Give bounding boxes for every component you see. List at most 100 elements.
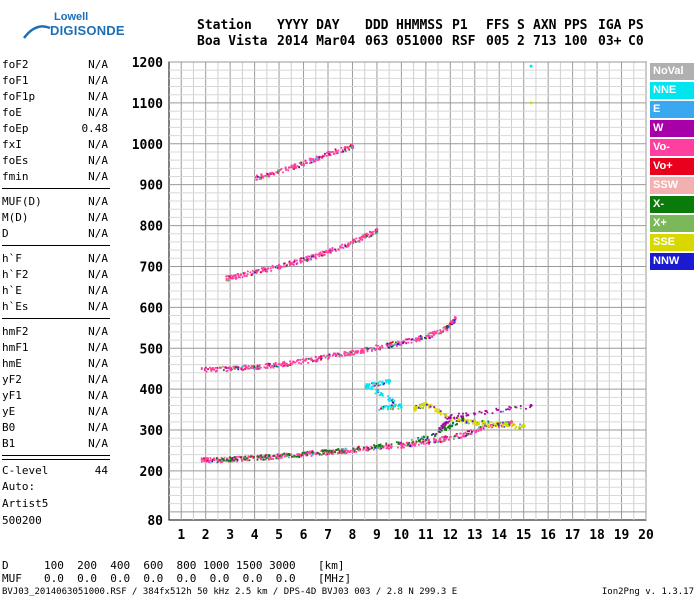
echo-point xyxy=(505,425,507,428)
echo-point xyxy=(446,421,448,424)
x-tick-label: 6 xyxy=(300,528,308,543)
echo-point xyxy=(332,153,335,155)
header-label: PPS xyxy=(564,18,588,33)
echo-point xyxy=(365,448,368,451)
echo-point xyxy=(272,366,275,369)
echo-point xyxy=(320,355,322,358)
echo-point xyxy=(439,410,442,413)
echo-point xyxy=(519,407,522,410)
echo-point xyxy=(366,347,369,350)
param-value: N/A xyxy=(88,357,108,370)
echo-point xyxy=(467,422,470,425)
echo-point xyxy=(243,367,246,370)
echo-point xyxy=(399,404,402,406)
echo-point xyxy=(467,414,470,417)
echo-point xyxy=(221,458,224,461)
echo-point xyxy=(288,260,291,263)
echo-point xyxy=(328,453,331,455)
echo-point xyxy=(489,423,492,426)
echo-point xyxy=(397,441,400,444)
echo-point xyxy=(342,150,345,153)
echo-point xyxy=(240,457,243,460)
echo-point xyxy=(275,456,278,458)
echo-point xyxy=(351,239,354,242)
echo-point xyxy=(423,402,425,404)
echo-point xyxy=(452,417,455,419)
echo-point xyxy=(451,425,453,428)
echo-point xyxy=(402,339,405,342)
echo-point xyxy=(243,274,246,276)
echo-point xyxy=(477,430,480,433)
echo-point xyxy=(266,366,268,369)
echo-point xyxy=(375,445,378,447)
echo-point xyxy=(311,254,314,257)
echo-point xyxy=(328,353,331,356)
echo-point xyxy=(375,231,377,234)
echo-point xyxy=(325,249,328,252)
echo-point xyxy=(258,176,261,179)
echo-point xyxy=(322,452,325,455)
echo-point xyxy=(243,458,246,461)
echo-point xyxy=(267,173,270,176)
echo-point xyxy=(346,146,349,149)
echo-point xyxy=(509,420,513,424)
echo-point xyxy=(324,356,327,359)
echo-point xyxy=(338,354,341,357)
header-value: 2 xyxy=(517,34,525,49)
echo-point xyxy=(450,425,452,428)
echo-point xyxy=(383,382,386,385)
echo-point xyxy=(352,238,355,241)
echo-point xyxy=(529,404,533,407)
echo-point xyxy=(347,450,349,452)
echo-point xyxy=(353,450,356,452)
echo-point xyxy=(321,154,324,157)
echo-point xyxy=(420,407,423,410)
echo-point xyxy=(421,402,424,405)
echo-point xyxy=(262,456,265,459)
header-label: PS xyxy=(628,18,644,33)
echo-point xyxy=(301,451,304,454)
echo-point xyxy=(302,361,305,363)
footer-d-label: D xyxy=(2,559,9,572)
echo-point xyxy=(336,353,339,356)
echo-point xyxy=(300,257,303,260)
echo-point xyxy=(349,350,352,353)
echo-point xyxy=(302,163,305,166)
echo-point xyxy=(308,255,311,258)
echo-point xyxy=(360,236,363,238)
echo-point xyxy=(268,175,271,178)
echo-point xyxy=(382,407,384,410)
param-value: N/A xyxy=(88,300,108,313)
echo-point xyxy=(239,273,242,276)
echo-point xyxy=(419,337,422,340)
echo-point xyxy=(476,428,479,431)
echo-point xyxy=(445,326,448,329)
echo-point xyxy=(437,430,440,433)
echo-point xyxy=(381,445,384,448)
echo-point xyxy=(355,451,358,453)
echo-point xyxy=(324,152,326,155)
echo-point xyxy=(330,151,332,153)
footer-muf-values: 0.0 0.0 0.0 0.0 0.0 0.0 0.0 0.0 xyxy=(44,572,296,585)
echo-point xyxy=(440,436,443,438)
echo-point xyxy=(387,407,389,410)
echo-point xyxy=(272,172,275,175)
echo-point xyxy=(374,230,377,233)
echo-point xyxy=(347,245,350,248)
echo-point xyxy=(289,166,292,169)
echo-point xyxy=(405,444,408,447)
echo-point xyxy=(304,359,307,362)
echo-point xyxy=(375,228,379,232)
echo-point xyxy=(358,240,361,243)
echo-point xyxy=(400,446,403,449)
echo-point xyxy=(421,404,424,406)
echo-point xyxy=(352,449,355,452)
echo-point xyxy=(453,319,455,322)
echo-point xyxy=(288,453,291,456)
echo-point xyxy=(390,343,393,346)
echo-point xyxy=(462,415,464,418)
echo-point xyxy=(444,328,447,330)
echo-point xyxy=(448,424,451,427)
echo-point xyxy=(383,406,386,409)
echo-point xyxy=(379,444,382,447)
